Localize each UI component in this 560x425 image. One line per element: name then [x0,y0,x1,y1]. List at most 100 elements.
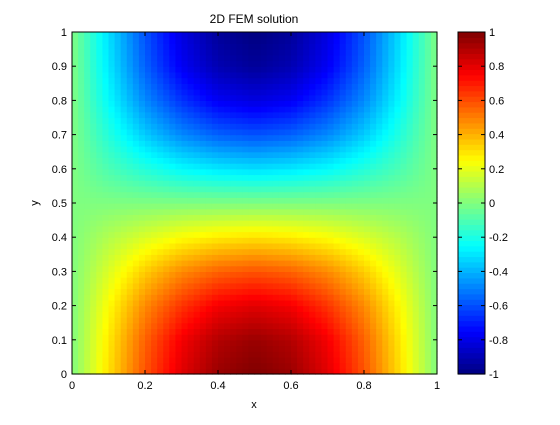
heatmap-cell [303,225,310,233]
heatmap-cell [108,299,116,307]
heatmap-cell [138,242,146,250]
heatmap-cell [266,71,274,79]
heatmap-cell [230,100,237,107]
heatmap-cell [151,49,158,56]
heatmap-cell [84,311,91,318]
heatmap-cell [297,305,304,312]
heatmap-cell [309,248,316,255]
heatmap-cell [260,37,268,44]
heatmap-cell [126,208,134,215]
heatmap-cell [309,299,316,307]
heatmap-cell [242,362,250,369]
heatmap-cell [151,231,158,238]
heatmap-cell [224,77,231,84]
heatmap-cell [357,151,365,158]
heatmap-cell [236,83,243,90]
heatmap-cell [272,32,280,39]
heatmap-cell [193,225,201,233]
heatmap-cell [120,163,128,170]
heatmap-cell [303,345,310,352]
heatmap-cell [90,271,97,278]
heatmap-cell [193,208,201,215]
heatmap-cell [297,128,304,136]
heatmap-cell [224,134,231,141]
heatmap-cell [382,305,389,312]
heatmap-cell [406,94,414,101]
heatmap-cell [224,334,231,341]
heatmap-cell [132,83,140,90]
heatmap-cell [102,71,110,79]
heatmap-cell [199,288,207,295]
heatmap-cell [266,151,274,158]
heatmap-cell [242,174,250,181]
heatmap-cell [242,66,250,73]
heatmap-cell [218,277,225,284]
heatmap-cell [145,123,152,130]
heatmap-cell [187,151,195,158]
heatmap-cell [327,356,335,364]
heatmap-cell [388,89,396,96]
heatmap-cell [114,128,122,136]
heatmap-cell [151,362,158,369]
heatmap-cell [90,288,97,295]
heatmap-cell [388,71,396,79]
heatmap-cell [96,140,104,147]
heatmap-cell [175,100,183,107]
heatmap-cell [72,180,79,187]
heatmap-cell [327,248,335,255]
heatmap-cell [376,299,383,307]
heatmap-cell [84,368,91,375]
heatmap-cell [78,163,85,170]
heatmap-cell [138,94,146,101]
heatmap-cell [351,94,359,101]
heatmap-cell [339,328,347,335]
heatmap-cell [345,334,353,341]
heatmap-cell [84,123,91,130]
heatmap-cell [400,248,408,255]
heatmap-cell [145,225,152,233]
heatmap-cell [266,311,274,318]
heatmap-cell [291,111,298,119]
heatmap-cell [394,282,402,290]
heatmap-cell [114,351,122,358]
heatmap-cell [126,237,134,244]
heatmap-cell [303,214,310,221]
heatmap-cell [169,111,177,119]
heatmap-cell [145,345,152,352]
heatmap-cell [303,43,310,50]
heatmap-cell [321,106,329,113]
heatmap-cell [187,49,195,56]
heatmap-cell [370,71,377,79]
heatmap-cell [430,111,438,119]
heatmap-cell [291,368,298,375]
heatmap-cell [291,37,298,44]
heatmap-cell [254,237,262,244]
heatmap-cell [382,163,389,170]
heatmap-cell [394,134,402,141]
heatmap-cell [424,174,432,181]
heatmap-cell [315,94,323,101]
heatmap-cell [272,305,280,312]
heatmap-cell [175,60,183,67]
heatmap-cell [278,254,286,261]
heatmap-cell [151,106,158,113]
heatmap-cell [388,311,396,318]
heatmap-cell [388,271,396,278]
heatmap-cell [315,163,323,170]
heatmap-cell [181,157,189,164]
heatmap-cell [388,282,396,290]
heatmap-cell [260,305,268,312]
heatmap-cell [333,49,341,56]
heatmap-cell [199,89,207,96]
heatmap-cell [199,66,207,73]
heatmap-cell [84,54,91,62]
heatmap-cell [205,214,213,221]
heatmap-cell [357,174,365,181]
heatmap-cell [278,180,286,187]
heatmap-cell [108,351,116,358]
heatmap-cell [211,128,219,136]
heatmap-cell [333,185,341,193]
heatmap-cell [418,328,426,335]
heatmap-cell [145,191,152,198]
